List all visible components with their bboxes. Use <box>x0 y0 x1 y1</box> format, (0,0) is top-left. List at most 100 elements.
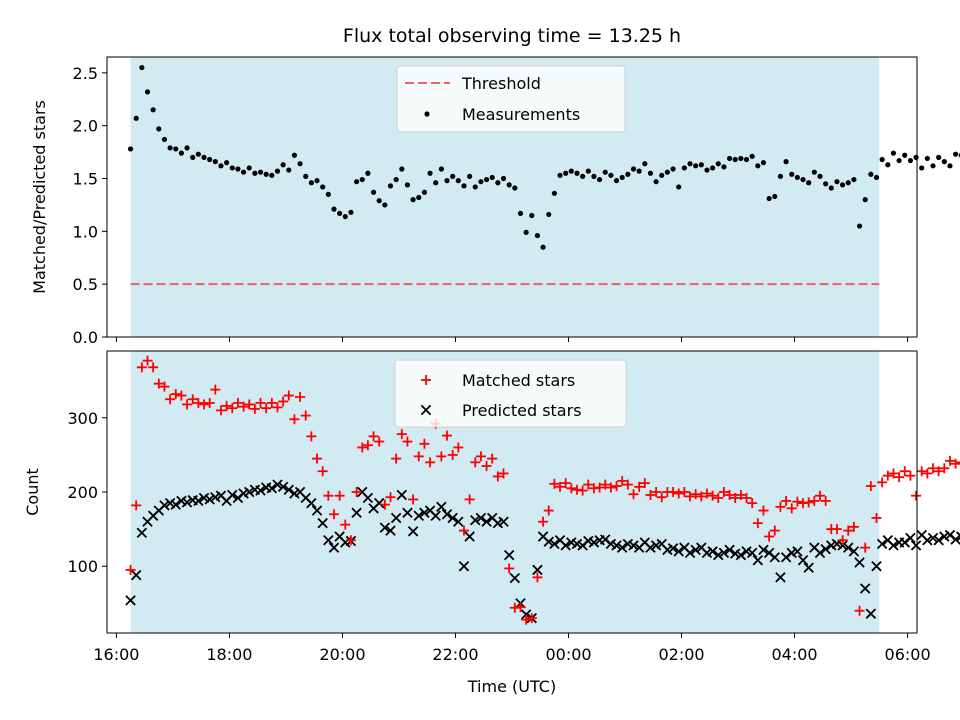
predicted-star-point-b <box>447 512 458 524</box>
measurement-point <box>167 145 173 151</box>
measurement-point <box>207 156 213 163</box>
measurement-point <box>704 167 710 173</box>
predicted-star-point <box>684 547 696 559</box>
measurement-point <box>602 169 608 175</box>
measurement-point <box>534 232 541 239</box>
matched-star-point <box>362 440 373 451</box>
predicted-star-point-b <box>775 572 786 583</box>
predicted-star-point-a <box>956 531 960 537</box>
predicted-star-point-b <box>724 544 735 556</box>
predicted-star-point-b <box>328 542 340 553</box>
ratio-y-ticks: 0.0 0.5 1.0 1.5 2.0 2.5 <box>73 64 107 347</box>
measurement-point <box>777 173 784 179</box>
matched-star-point <box>848 521 859 532</box>
predicted-star-point-b <box>396 489 408 501</box>
measurement-point <box>529 212 535 219</box>
measurement-point <box>924 155 930 162</box>
predicted-star-point-b <box>227 489 238 501</box>
predicted-star-point-b <box>464 531 475 542</box>
matched-star-point <box>498 468 509 479</box>
measurement-point <box>732 156 738 163</box>
predicted-star-point <box>752 555 764 566</box>
measurement-point <box>919 165 925 171</box>
measurement-point <box>235 166 241 172</box>
predicted-star-point <box>503 549 515 561</box>
predicted-star-point-b <box>809 542 820 553</box>
measurement-point <box>642 161 648 167</box>
predicted-star-point-b <box>571 538 583 550</box>
matched-star-point <box>594 482 605 493</box>
measurement-point <box>291 152 298 158</box>
matched-star-point <box>724 489 735 500</box>
measurement-point <box>890 150 897 156</box>
predicted-star-point <box>407 526 419 537</box>
predicted-star-point <box>735 549 747 561</box>
measurement-point <box>156 126 162 132</box>
predicted-star-point-b <box>402 507 413 519</box>
predicted-star-point <box>317 517 328 529</box>
matched-star-point <box>944 455 955 466</box>
measurement-point <box>393 176 399 183</box>
measurement-point <box>376 198 382 204</box>
predicted-star-point-b <box>306 497 317 509</box>
matched-star-point <box>504 563 515 574</box>
matched-star-point <box>408 494 419 505</box>
measurement-point <box>591 173 597 179</box>
measurement-point <box>416 194 422 201</box>
matched-star-point <box>888 468 899 479</box>
measurement-point <box>263 171 269 177</box>
measurement-point <box>551 190 557 196</box>
measurement-point <box>834 179 840 185</box>
matched-star-point <box>690 489 701 500</box>
measurement-point <box>421 189 428 195</box>
predicted-star-point <box>227 489 238 501</box>
matched-star-point <box>368 431 379 442</box>
predicted-star-point-b <box>927 532 939 544</box>
matched-star-point <box>215 405 226 416</box>
predicted-star-point <box>645 542 656 553</box>
predicted-star-point-b <box>758 544 769 556</box>
predicted-star-point <box>470 514 481 526</box>
predicted-star-point <box>413 510 424 521</box>
matched-star-point <box>758 505 769 516</box>
measurement-point <box>467 173 473 179</box>
measurement-point <box>580 173 586 179</box>
count-y-axis-label: Count <box>23 468 42 516</box>
matched-star-point <box>555 481 566 492</box>
ratio-axes-frame <box>106 56 918 338</box>
predicted-star-point-b <box>679 542 690 553</box>
measurement-point <box>681 165 687 171</box>
measurement-point <box>568 168 574 174</box>
predicted-star-point <box>458 560 470 572</box>
measurement-point <box>240 169 247 175</box>
legend-threshold-label: Threshold <box>461 74 541 93</box>
matched-star-point <box>300 410 311 421</box>
matched-star-point <box>532 572 543 583</box>
predicted-star-point-b <box>656 538 667 550</box>
measurement-point <box>139 64 145 71</box>
predicted-star-point-b <box>588 537 600 548</box>
predicted-star-point-b <box>379 522 391 533</box>
measurement-point <box>331 206 337 212</box>
predicted-star-point <box>136 527 148 539</box>
x-tick-label: 04:00 <box>772 645 818 664</box>
matched-star-point <box>345 535 356 546</box>
predicted-star-point <box>843 542 854 553</box>
measurement-point <box>410 197 416 203</box>
predicted-star-point <box>871 560 882 572</box>
predicted-star-point-b <box>362 492 374 504</box>
measurement-point <box>382 202 388 208</box>
predicted-star-point <box>876 538 888 550</box>
predicted-star-point <box>690 544 701 556</box>
predicted-star-point-b <box>243 486 255 498</box>
measurement-point <box>353 179 360 185</box>
count-y-ticks: 100 200 300 <box>67 409 107 576</box>
measurement-point <box>325 191 331 197</box>
predicted-star-point-b <box>905 532 916 544</box>
measurement-point <box>879 156 885 163</box>
matched-star-point <box>351 487 362 497</box>
matched-star-point <box>227 403 238 414</box>
y-tick-label: 200 <box>67 483 98 502</box>
predicted-star-point <box>436 501 447 513</box>
predicted-star-point-b <box>735 549 747 561</box>
